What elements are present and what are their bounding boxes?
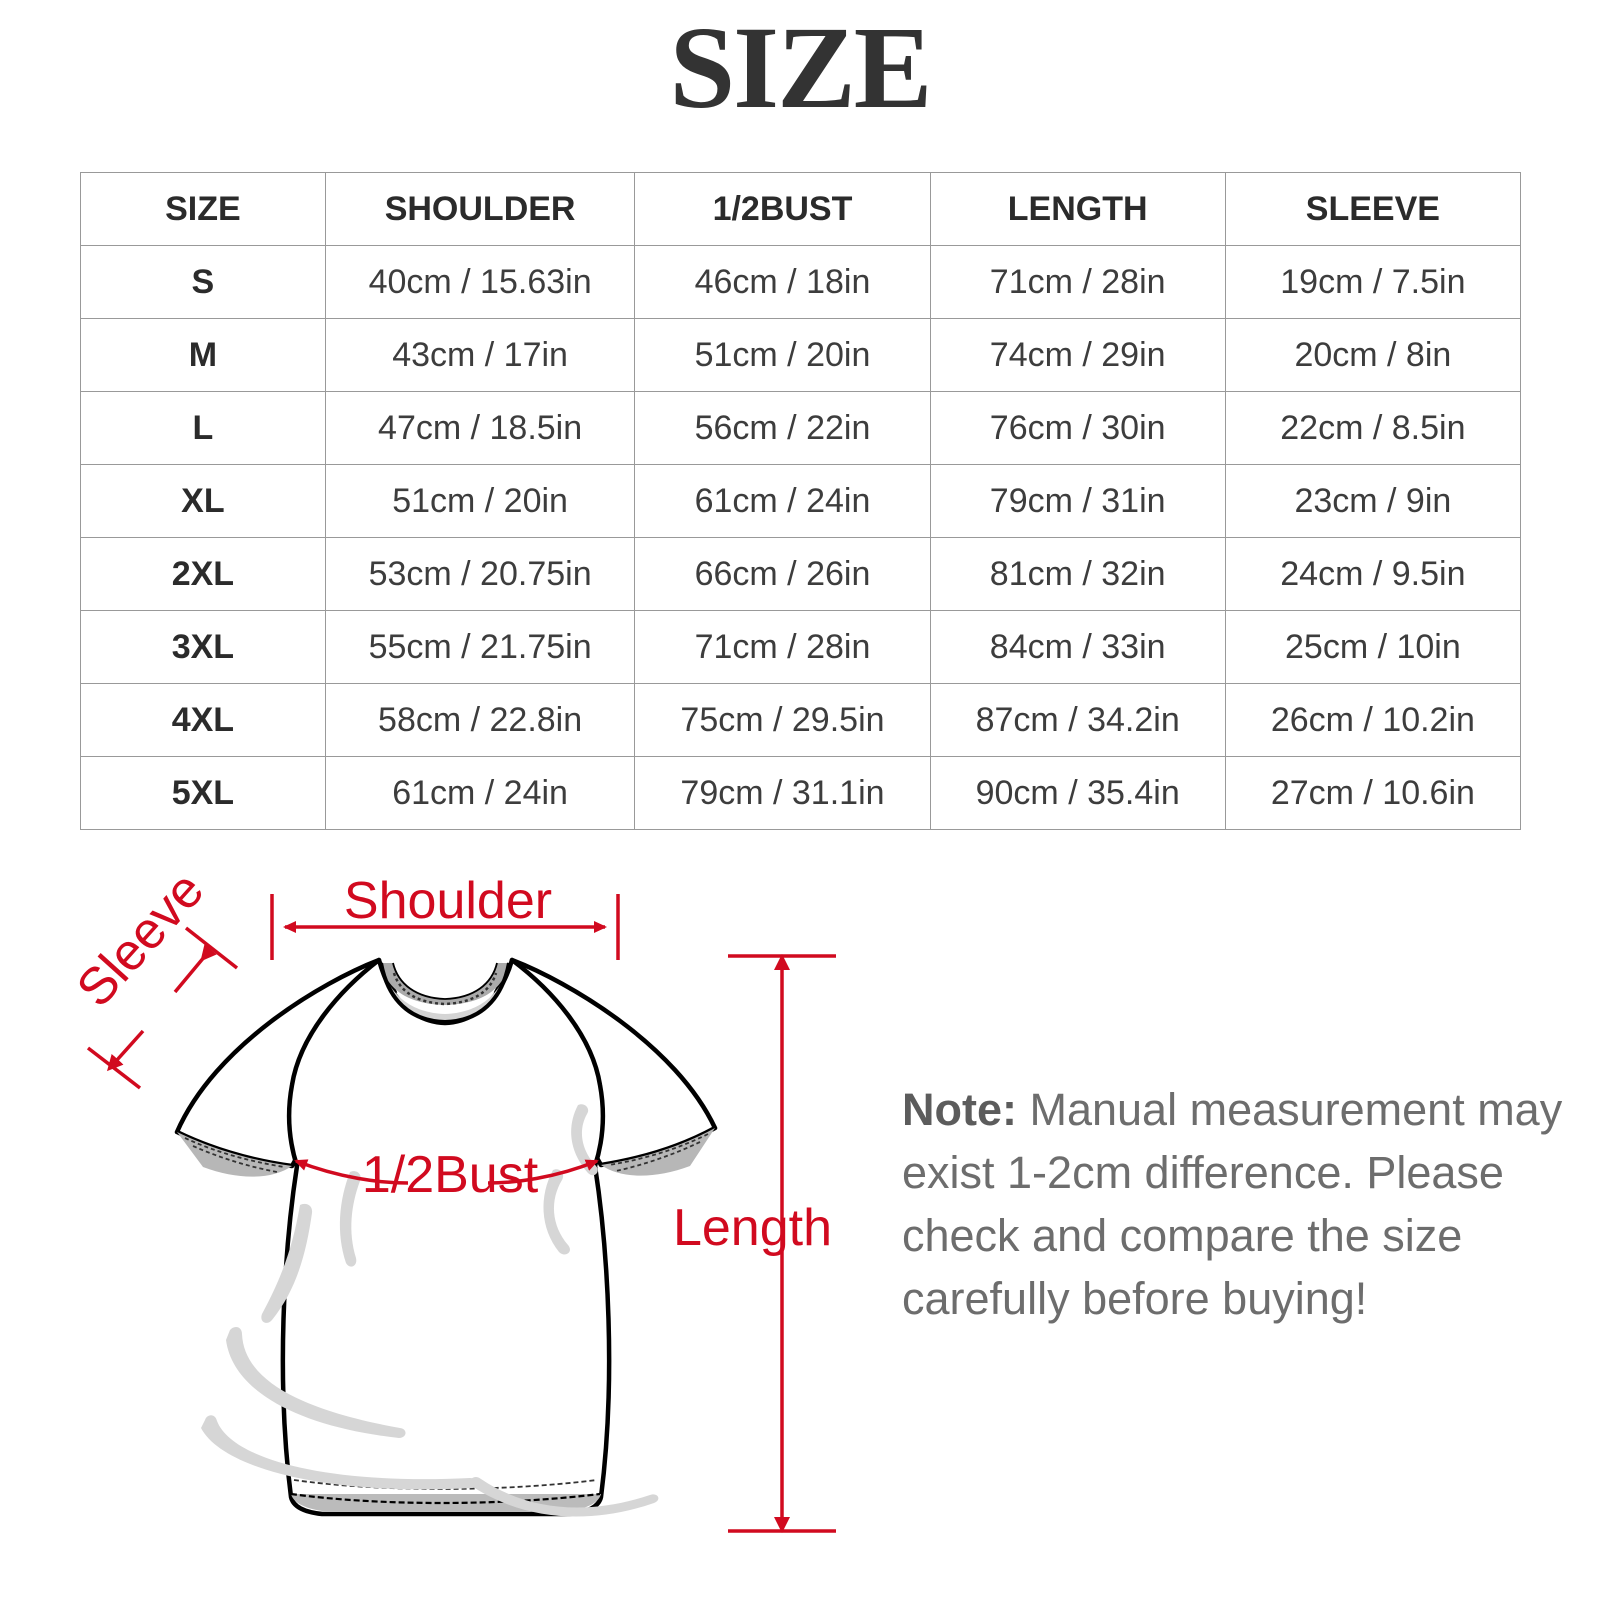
svg-text:Sleeve: Sleeve: [66, 861, 215, 1018]
svg-text:Shoulder: Shoulder: [344, 872, 552, 930]
svg-text:Length: Length: [673, 1199, 832, 1257]
svg-text:1/2Bust: 1/2Bust: [362, 1146, 539, 1204]
